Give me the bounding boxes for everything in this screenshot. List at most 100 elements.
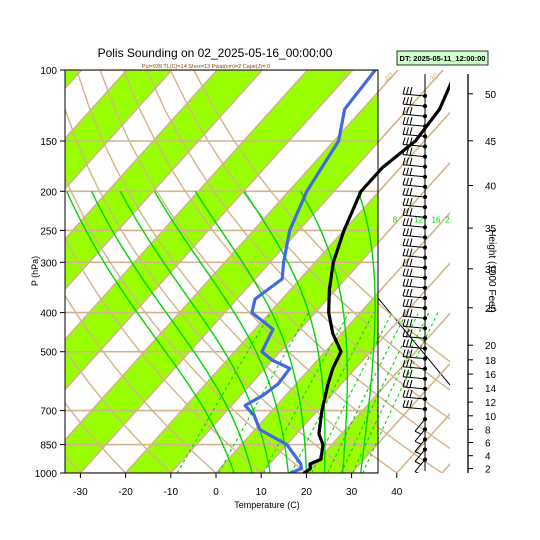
wind-barb-feather xyxy=(409,127,413,136)
wind-barb-feather xyxy=(406,107,409,115)
wind-barb-feather xyxy=(402,369,406,377)
wind-barb-feather xyxy=(402,197,406,206)
x-tick-label: 20 xyxy=(301,487,313,498)
y-tick-label: 200 xyxy=(40,187,57,198)
wind-barb-feather xyxy=(406,248,409,257)
wind-barb-feather xyxy=(402,379,406,388)
moist-adiabats xyxy=(66,190,376,473)
wind-barb-feather xyxy=(402,147,406,155)
wind-barb-feather xyxy=(406,157,409,166)
wind-barb-feather xyxy=(409,399,413,408)
isotherm-line xyxy=(125,111,450,473)
wind-barb-feather xyxy=(406,96,409,105)
wind-barb-feather xyxy=(406,399,409,408)
wind-barb-feather xyxy=(402,208,406,216)
wind-barb-feather xyxy=(402,339,406,347)
height-tick-label: 16 xyxy=(485,370,497,381)
dewpoint-profile xyxy=(243,70,377,473)
wind-barb-feather xyxy=(406,228,409,236)
wind-barb-feather xyxy=(409,238,413,247)
wind-barb-feather xyxy=(402,137,406,145)
chart-subtitle: Pcl=939 TL(C)=14 Shox=13 Pwat(cm)=2 Cape… xyxy=(142,64,270,70)
isotherm-line xyxy=(65,70,128,140)
isotherm-line xyxy=(65,70,218,241)
x-axis: -30 -20 -10 0 10 20 30 40 xyxy=(73,473,403,498)
wind-barb-feather xyxy=(409,107,413,115)
wind-barb-staff xyxy=(414,428,426,442)
isotherm-line xyxy=(65,70,173,190)
dry-adiabat xyxy=(65,175,307,473)
temperature-profile xyxy=(302,81,450,473)
wind-barb-feather xyxy=(414,450,422,455)
mixing-ratio-labels: 8 12 16 20 24 28 32 xyxy=(393,215,454,224)
wind-barb-feather xyxy=(402,399,406,408)
height-tick-label: 35 xyxy=(485,224,497,235)
wind-barb-feather xyxy=(402,228,406,236)
wind-barb-feather xyxy=(402,268,406,276)
moist-adiabat xyxy=(153,190,289,473)
wind-barb-feather xyxy=(409,167,413,176)
isotherm-line xyxy=(65,70,309,341)
mixing-ratio-line xyxy=(290,312,375,473)
wind-barb-feather xyxy=(402,248,406,256)
dry-adiabat xyxy=(65,294,217,473)
wind-barb-feather xyxy=(406,339,409,347)
wind-barb-feather xyxy=(409,268,413,277)
mixing-ratio-label: 8 xyxy=(393,215,398,224)
wind-barb-feather xyxy=(406,167,409,176)
wind-barb-feather xyxy=(414,440,422,445)
dry-adiabat xyxy=(65,401,127,473)
isotherm-line xyxy=(65,70,399,442)
y-tick-label: 1000 xyxy=(35,469,58,480)
wind-barb-feather xyxy=(406,208,409,216)
dry-adiabat xyxy=(122,70,450,450)
wind-barb-feather xyxy=(402,298,406,307)
moist-adiabat xyxy=(66,191,235,473)
wind-barb-feather xyxy=(406,309,409,317)
wind-barb-feather xyxy=(406,349,409,358)
moist-adiabat xyxy=(243,190,326,473)
wind-barb-feather xyxy=(406,268,409,277)
x-axis-label: Temperature (C) xyxy=(234,500,300,510)
wind-barb-feather xyxy=(406,389,409,398)
wind-barb-feather xyxy=(406,359,409,368)
height-tick-label: 2 xyxy=(485,465,491,476)
wind-barb-feather xyxy=(402,167,406,175)
wind-barb-feather xyxy=(402,238,406,246)
plot-frame xyxy=(64,69,379,474)
wind-barb-feather xyxy=(409,319,413,328)
dry-adiabat xyxy=(65,237,262,473)
moist-adiabat xyxy=(194,190,308,473)
y-axis: 100 150 200 250 300 400 500 700 850 1000 xyxy=(35,66,65,480)
wind-barb-feather xyxy=(402,389,406,398)
wind-barb-feather xyxy=(406,177,409,186)
height-axis: 2 4 6 8 10 12 14 16 18 20 25 30 35 40 45 50 xyxy=(467,74,497,476)
wind-barb-feather xyxy=(409,349,413,358)
moist-adiabat xyxy=(90,190,253,473)
wind-barb-feather xyxy=(406,218,409,226)
moist-adiabat xyxy=(357,191,376,473)
wind-barb-feather xyxy=(406,258,409,267)
wind-barb-feather xyxy=(402,96,406,105)
wind-barb-feather xyxy=(409,187,413,196)
height-axis-label: Height (1000 Feet) xyxy=(486,229,497,312)
dry-adiabat xyxy=(99,70,443,473)
wind-barb-feather xyxy=(409,197,413,206)
wind-barb-feather xyxy=(402,218,406,226)
wind-barb-feather xyxy=(414,461,422,465)
wind-barb-feather xyxy=(409,86,413,95)
y-tick-label: 250 xyxy=(40,226,57,237)
wind-barb-feather xyxy=(409,258,413,267)
wind-barb-feather xyxy=(402,309,406,317)
mixing-ratio-line xyxy=(352,312,430,473)
moist-adiabat xyxy=(119,190,271,473)
wind-barb-feather xyxy=(402,107,406,115)
dry-adiabat xyxy=(146,70,450,420)
mixing-ratio-label: 20 xyxy=(445,215,454,224)
temperature-band xyxy=(65,70,444,473)
mixing-ratio-line xyxy=(327,312,408,473)
wind-barb-feather xyxy=(409,309,413,317)
height-tick-label: 25 xyxy=(485,304,497,315)
y-tick-label: 100 xyxy=(40,66,57,77)
